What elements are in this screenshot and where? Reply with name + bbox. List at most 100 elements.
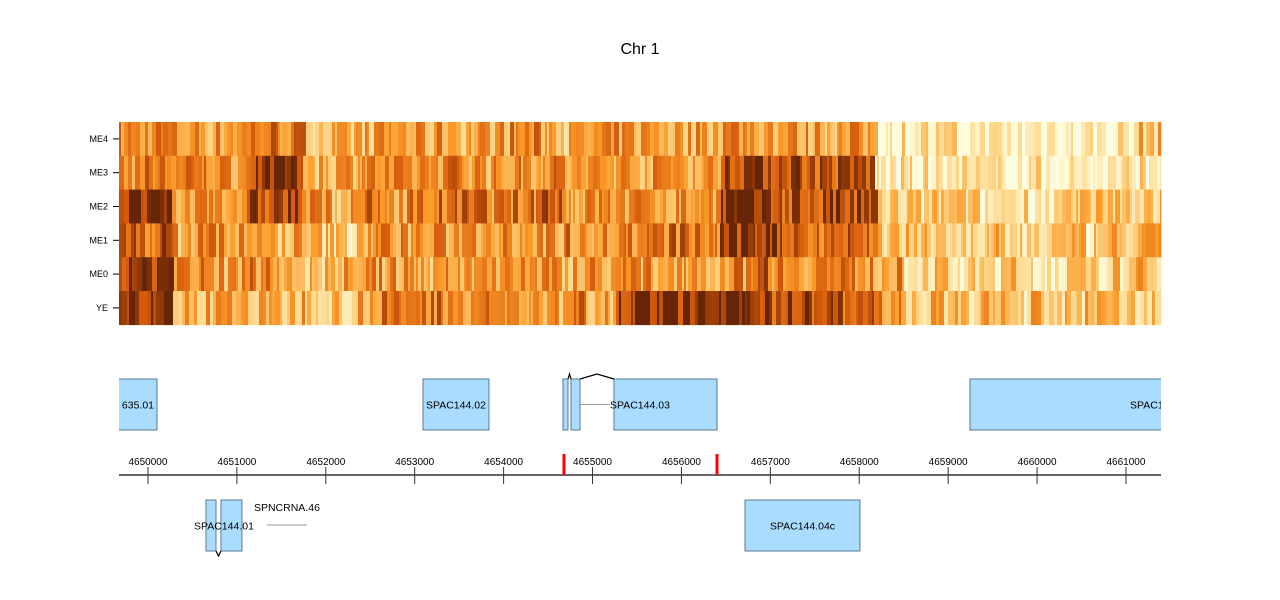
heatmap-cell: [700, 122, 703, 157]
gene-spac1[interactable]: SPAC1: [969, 378, 1215, 431]
heatmap-cell: [228, 257, 234, 292]
heatmap-cell: [891, 291, 896, 326]
heatmap-cell: [505, 257, 511, 292]
heatmap-cell: [549, 257, 553, 292]
heatmap-cell: [709, 122, 714, 157]
heatmap-cell: [1067, 291, 1072, 326]
heatmap-cell: [981, 257, 985, 292]
heatmap-cell: [264, 122, 269, 157]
heatmap-cell: [782, 189, 786, 224]
heatmap-cell: [394, 189, 400, 224]
heatmap-cell: [442, 223, 447, 258]
heatmap-cell: [362, 223, 365, 258]
heatmap-cell: [464, 155, 467, 190]
heatmap-cell: [1028, 189, 1031, 224]
heatmap-cell: [1041, 122, 1046, 157]
heatmap-cell: [957, 122, 962, 157]
heatmap-cell: [357, 223, 363, 258]
heatmap-cell: [814, 189, 820, 224]
heatmap-cell: [389, 155, 395, 190]
heatmap-cell: [1152, 155, 1158, 190]
heatmap-cell: [643, 223, 648, 258]
heatmap-cell: [889, 257, 894, 292]
heatmap-cell: [404, 257, 409, 292]
axis-tick-label: 4657000: [751, 457, 790, 468]
heatmap-cell: [602, 189, 605, 224]
heatmap-cell: [299, 223, 303, 258]
heatmap-cell: [302, 223, 308, 258]
heatmap-cell: [953, 257, 959, 292]
axis-tick-label: 4661000: [1107, 457, 1146, 468]
heatmap-cell: [789, 189, 793, 224]
heatmap-cell: [822, 291, 828, 326]
heatmap-cell: [1103, 223, 1109, 258]
heatmap-cell: [729, 223, 735, 258]
heatmap-cell: [140, 223, 146, 258]
heatmap-cell: [688, 257, 693, 292]
heatmap-cell: [726, 291, 732, 326]
heatmap-cell: [939, 189, 942, 224]
heatmap-cell: [545, 122, 548, 157]
heatmap-cell: [993, 291, 996, 326]
heatmap-cell: [629, 189, 635, 224]
heatmap-cell: [701, 291, 706, 326]
heatmap-cell: [573, 189, 576, 224]
gene-spac144-04c[interactable]: SPAC144.04c: [744, 499, 861, 552]
heatmap-cell: [850, 189, 855, 224]
heatmap-cell: [426, 257, 429, 292]
heatmap-cell: [472, 223, 477, 258]
heatmap-cell: [643, 257, 647, 292]
heatmap-cell: [923, 291, 927, 326]
heatmap-cell: [944, 122, 948, 157]
heatmap-cell: [393, 223, 397, 258]
heatmap-cell: [889, 223, 892, 258]
gene-spac144-02[interactable]: SPAC144.02: [422, 378, 490, 431]
heatmap-cell: [373, 291, 378, 326]
heatmap-cell: [651, 155, 654, 190]
heatmap-cell: [768, 155, 772, 190]
heatmap-cell: [1148, 189, 1151, 224]
heatmap-cell: [140, 155, 146, 190]
heatmap-cell: [230, 189, 234, 224]
heatmap-cell: [1031, 291, 1037, 326]
heatmap-cell: [1085, 122, 1091, 157]
heatmap-cell: [869, 223, 874, 258]
heatmap-cell: [752, 155, 756, 190]
heatmap-cell: [691, 122, 694, 157]
heatmap-cell: [800, 189, 804, 224]
heatmap-cell: [399, 189, 404, 224]
heatmap-cell: [1093, 122, 1098, 157]
heatmap-cell: [136, 122, 141, 157]
heatmap-cell: [1061, 122, 1064, 157]
gene-635-01[interactable]: 635.01: [104, 378, 158, 431]
gene-spac144-01[interactable]: SPAC144.01: [194, 499, 254, 558]
heatmap-cell: [762, 189, 767, 224]
heatmap-cell: [185, 291, 190, 326]
heatmap-cell: [187, 257, 191, 292]
heatmap-cell: [510, 257, 514, 292]
heatmap-cell: [1080, 189, 1085, 224]
heatmap-cell: [824, 257, 828, 292]
heatmap-cell: [693, 122, 697, 157]
heatmap-cell: [496, 291, 502, 326]
heatmap-cell: [619, 223, 625, 258]
heatmap-cell: [530, 257, 533, 292]
heatmap-cell: [1004, 122, 1008, 157]
heatmap-cell: [209, 223, 213, 258]
heatmap-cell: [350, 155, 354, 190]
heatmap-cell: [454, 223, 460, 258]
heatmap-cell: [741, 223, 747, 258]
heatmap-cell: [970, 122, 976, 157]
heatmap-cell: [758, 257, 761, 292]
heatmap-cell: [546, 223, 551, 258]
heatmap-cell: [562, 189, 567, 224]
gene-spac144-03[interactable]: SPAC144.03: [562, 371, 718, 431]
heatmap-cell: [1150, 291, 1153, 326]
heatmap-cell: [505, 291, 508, 326]
heatmap-cell: [517, 223, 521, 258]
heatmap-cell: [802, 155, 808, 190]
heatmap-cell: [692, 223, 696, 258]
gene-spncrna-46[interactable]: SPNCRNA.46: [254, 502, 320, 526]
heatmap-cell: [899, 155, 902, 190]
heatmap-cell: [486, 291, 490, 326]
